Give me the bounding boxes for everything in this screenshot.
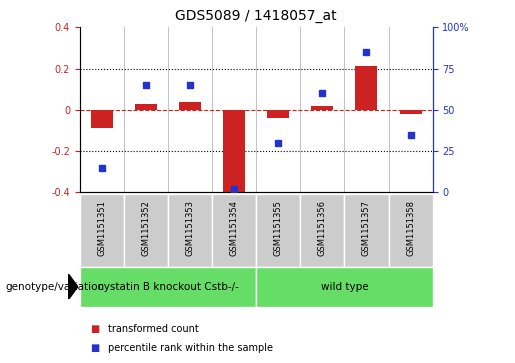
Text: transformed count: transformed count	[108, 323, 199, 334]
Text: wild type: wild type	[321, 282, 368, 292]
Bar	[267, 110, 289, 118]
Bar	[312, 106, 333, 110]
Text: GSM1151352: GSM1151352	[142, 200, 150, 256]
Text: GSM1151356: GSM1151356	[318, 200, 327, 256]
Text: ■: ■	[90, 323, 99, 334]
Bar	[91, 110, 113, 129]
Text: GSM1151358: GSM1151358	[406, 200, 415, 256]
Text: GSM1151355: GSM1151355	[274, 200, 283, 256]
Text: GSM1151357: GSM1151357	[362, 200, 371, 256]
Polygon shape	[68, 274, 78, 299]
Text: GSM1151351: GSM1151351	[97, 200, 107, 256]
Bar	[355, 66, 377, 110]
Bar	[135, 103, 157, 110]
Bar	[400, 110, 422, 114]
Bar	[223, 110, 245, 196]
Text: cystatin B knockout Cstb-/-: cystatin B knockout Cstb-/-	[97, 282, 238, 292]
Title: GDS5089 / 1418057_at: GDS5089 / 1418057_at	[176, 9, 337, 24]
Text: genotype/variation: genotype/variation	[5, 282, 104, 292]
Bar	[179, 102, 201, 110]
Text: ■: ■	[90, 343, 99, 354]
Text: percentile rank within the sample: percentile rank within the sample	[108, 343, 273, 354]
Text: GSM1151353: GSM1151353	[185, 200, 195, 256]
Text: GSM1151354: GSM1151354	[230, 200, 238, 256]
